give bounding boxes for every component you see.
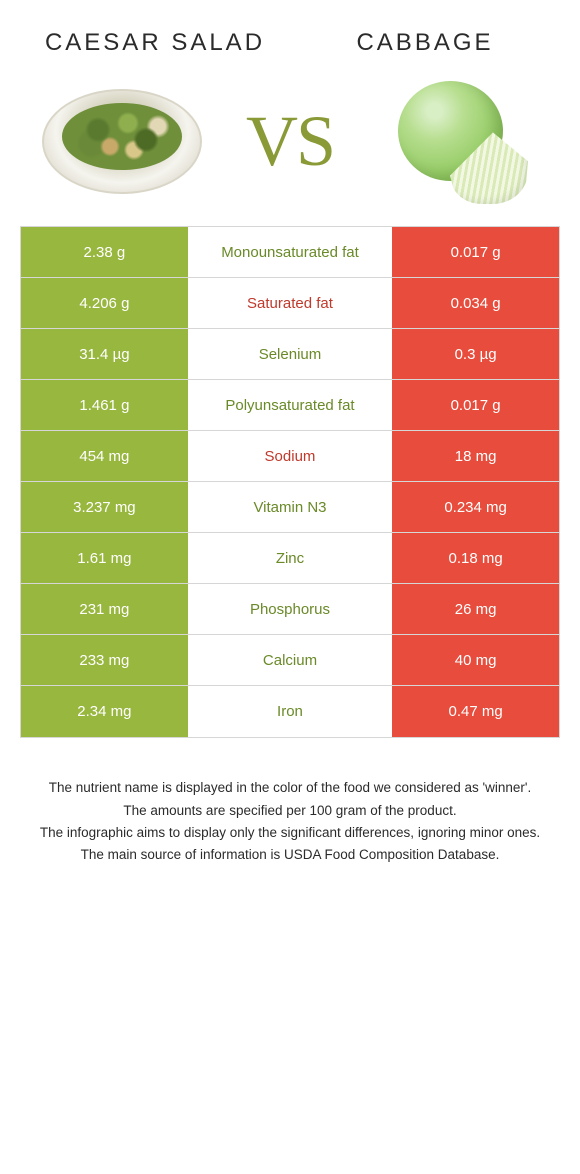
left-value-cell: 231 mg: [21, 584, 188, 634]
table-row: 454 mgSodium18 mg: [21, 431, 559, 482]
nutrient-name-cell: Saturated fat: [188, 278, 392, 328]
right-value-cell: 0.18 mg: [392, 533, 559, 583]
table-row: 4.206 gSaturated fat0.034 g: [21, 278, 559, 329]
footer-notes: The nutrient name is displayed in the co…: [0, 738, 580, 887]
right-value-cell: 0.3 µg: [392, 329, 559, 379]
nutrient-name-cell: Phosphorus: [188, 584, 392, 634]
salad-image: [37, 81, 207, 201]
right-food-title: CABBAGE: [304, 30, 547, 56]
cabbage-icon: [388, 76, 528, 206]
table-row: 233 mgCalcium40 mg: [21, 635, 559, 686]
footer-line: The main source of information is USDA F…: [35, 845, 545, 865]
images-row: VS: [0, 66, 580, 226]
nutrient-name-cell: Polyunsaturated fat: [188, 380, 392, 430]
nutrient-name-cell: Sodium: [188, 431, 392, 481]
nutrient-name-cell: Vitamin N3: [188, 482, 392, 532]
table-row: 2.38 gMonounsaturated fat0.017 g: [21, 227, 559, 278]
right-value-cell: 0.47 mg: [392, 686, 559, 737]
right-value-cell: 26 mg: [392, 584, 559, 634]
salad-bowl-icon: [42, 89, 202, 194]
left-value-cell: 233 mg: [21, 635, 188, 685]
table-row: 1.461 gPolyunsaturated fat0.017 g: [21, 380, 559, 431]
nutrient-name-cell: Monounsaturated fat: [188, 227, 392, 277]
left-value-cell: 454 mg: [21, 431, 188, 481]
nutrient-name-cell: Iron: [188, 686, 392, 737]
nutrient-name-cell: Selenium: [188, 329, 392, 379]
header: CAESAR SALAD CABBAGE: [0, 0, 580, 66]
footer-line: The nutrient name is displayed in the co…: [35, 778, 545, 798]
table-row: 31.4 µgSelenium0.3 µg: [21, 329, 559, 380]
footer-line: The amounts are specified per 100 gram o…: [35, 801, 545, 821]
nutrient-table: 2.38 gMonounsaturated fat0.017 g4.206 gS…: [20, 226, 560, 738]
right-value-cell: 40 mg: [392, 635, 559, 685]
right-value-cell: 0.017 g: [392, 380, 559, 430]
left-value-cell: 2.34 mg: [21, 686, 188, 737]
left-food-title: CAESAR SALAD: [34, 30, 277, 56]
left-value-cell: 3.237 mg: [21, 482, 188, 532]
right-value-cell: 0.034 g: [392, 278, 559, 328]
left-value-cell: 1.461 g: [21, 380, 188, 430]
table-row: 3.237 mgVitamin N30.234 mg: [21, 482, 559, 533]
left-value-cell: 31.4 µg: [21, 329, 188, 379]
nutrient-name-cell: Calcium: [188, 635, 392, 685]
footer-line: The infographic aims to display only the…: [35, 823, 545, 843]
left-value-cell: 2.38 g: [21, 227, 188, 277]
vs-label: VS: [246, 100, 334, 183]
right-value-cell: 0.017 g: [392, 227, 559, 277]
table-row: 1.61 mgZinc0.18 mg: [21, 533, 559, 584]
cabbage-image: [373, 81, 543, 201]
right-value-cell: 18 mg: [392, 431, 559, 481]
left-value-cell: 1.61 mg: [21, 533, 188, 583]
left-value-cell: 4.206 g: [21, 278, 188, 328]
table-row: 2.34 mgIron0.47 mg: [21, 686, 559, 737]
nutrient-name-cell: Zinc: [188, 533, 392, 583]
table-row: 231 mgPhosphorus26 mg: [21, 584, 559, 635]
right-value-cell: 0.234 mg: [392, 482, 559, 532]
